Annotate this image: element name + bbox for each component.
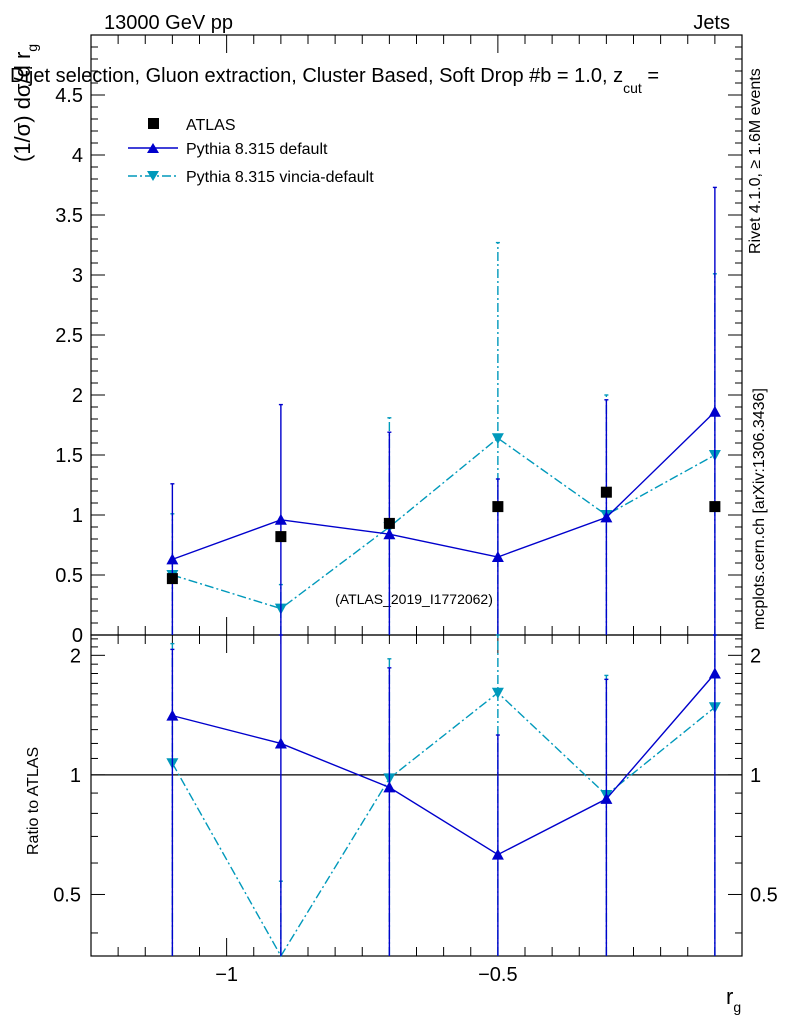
y-axis-label-main-sub: g [24, 44, 40, 52]
header-left: 13000 GeV pp [104, 12, 233, 34]
main-series-line [172, 437, 716, 610]
legend-marker-vincia [147, 171, 159, 181]
x-axis-label-sub: g [733, 999, 741, 1015]
main-y-tick-label: 0 [72, 625, 83, 647]
main-y-tick-label: 1.5 [55, 445, 83, 467]
ratio-point-default [708, 667, 721, 679]
ratio-point-default [383, 781, 396, 793]
ratio-point-default [600, 792, 613, 804]
main-point-default [166, 553, 179, 565]
main-y-tick-label: 3.5 [55, 205, 83, 227]
plot-title-main: Dijet selection, Gluon extraction, Clust… [10, 65, 623, 87]
y-axis-label-ratio: Ratio to ATLAS [25, 747, 42, 855]
x-tick-label: −1 [215, 964, 238, 986]
main-panel-series [166, 186, 721, 635]
legend-label-atlas: ATLAS [186, 117, 236, 134]
main-y-tick-label: 1 [72, 505, 83, 527]
legend-marker-default [147, 143, 159, 153]
ratio-point-vincia [491, 687, 504, 699]
main-point-atlas [600, 486, 612, 498]
ratio-y-tick-label: 2 [70, 645, 81, 667]
main-series-line [172, 411, 716, 561]
main-y-tick-label: 0.5 [55, 565, 83, 587]
ratio-point-default [491, 848, 504, 860]
legend-label-default: Pythia 8.315 default [186, 141, 328, 158]
main-point-atlas [166, 573, 178, 585]
y-axis-label-main-text: (1/σ) dσ/d r [10, 52, 35, 162]
y-axis-label-main: (1/σ) dσ/d rg [10, 44, 40, 162]
header-right: Jets [693, 12, 730, 34]
plot-title-tail: = [642, 65, 659, 87]
ratio-series-line [172, 673, 716, 856]
ratio-y-tick-label-right: 1 [750, 765, 761, 787]
legend-marker-atlas [148, 118, 159, 129]
ratio-panel-series [166, 634, 721, 958]
main-point-default [600, 511, 613, 523]
x-tick-label: −0.5 [478, 964, 517, 986]
analysis-watermark: (ATLAS_2019_I1772062) [335, 591, 493, 607]
ratio-point-default [274, 737, 287, 749]
main-y-tick-label: 3 [72, 265, 83, 287]
x-axis-label-text: r [726, 984, 733, 1009]
ratio-y-tick-label: 1 [70, 765, 81, 787]
main-y-tick-label: 4.5 [55, 85, 83, 107]
main-y-tick-label: 2 [72, 385, 83, 407]
axis-ticks: 0 0.5 1 1.5 2 2.5 3 3.5 4 4.5 0.5 0.5 1 1 2 2 −1 −0.5 [53, 34, 778, 986]
legend-label-vincia: Pythia 8.315 vincia-default [186, 169, 374, 186]
ratio-point-default [166, 709, 179, 721]
main-point-default [383, 528, 396, 540]
main-point-atlas [709, 501, 721, 513]
mcplots-label: mcplots.cern.ch [arXiv:1306.3436] [751, 388, 768, 630]
ratio-y-tick-label-right: 0.5 [750, 884, 778, 906]
legend: ATLAS Pythia 8.315 default Pythia 8.315 … [128, 117, 374, 186]
main-point-atlas [492, 501, 504, 513]
main-point-default [708, 405, 721, 417]
main-y-tick-label: 4 [72, 145, 83, 167]
ratio-y-tick-label: 0.5 [53, 884, 81, 906]
main-point-atlas [275, 531, 287, 543]
ratio-y-tick-label-right: 2 [750, 645, 761, 667]
ratio-frame [90, 634, 743, 957]
x-axis-label: rg [726, 984, 741, 1015]
main-point-atlas [383, 517, 395, 529]
main-point-default [274, 513, 287, 525]
plot-title: Dijet selection, Gluon extraction, Clust… [10, 65, 659, 96]
ratio-series-line [171, 691, 716, 958]
main-y-tick-label: 2.5 [55, 325, 83, 347]
main-point-default [491, 551, 504, 562]
main-point-vincia [491, 433, 504, 445]
rivet-label: Rivet 4.1.0, ≥ 1.6M events [747, 68, 764, 254]
plot-title-sub: cut [623, 80, 642, 96]
